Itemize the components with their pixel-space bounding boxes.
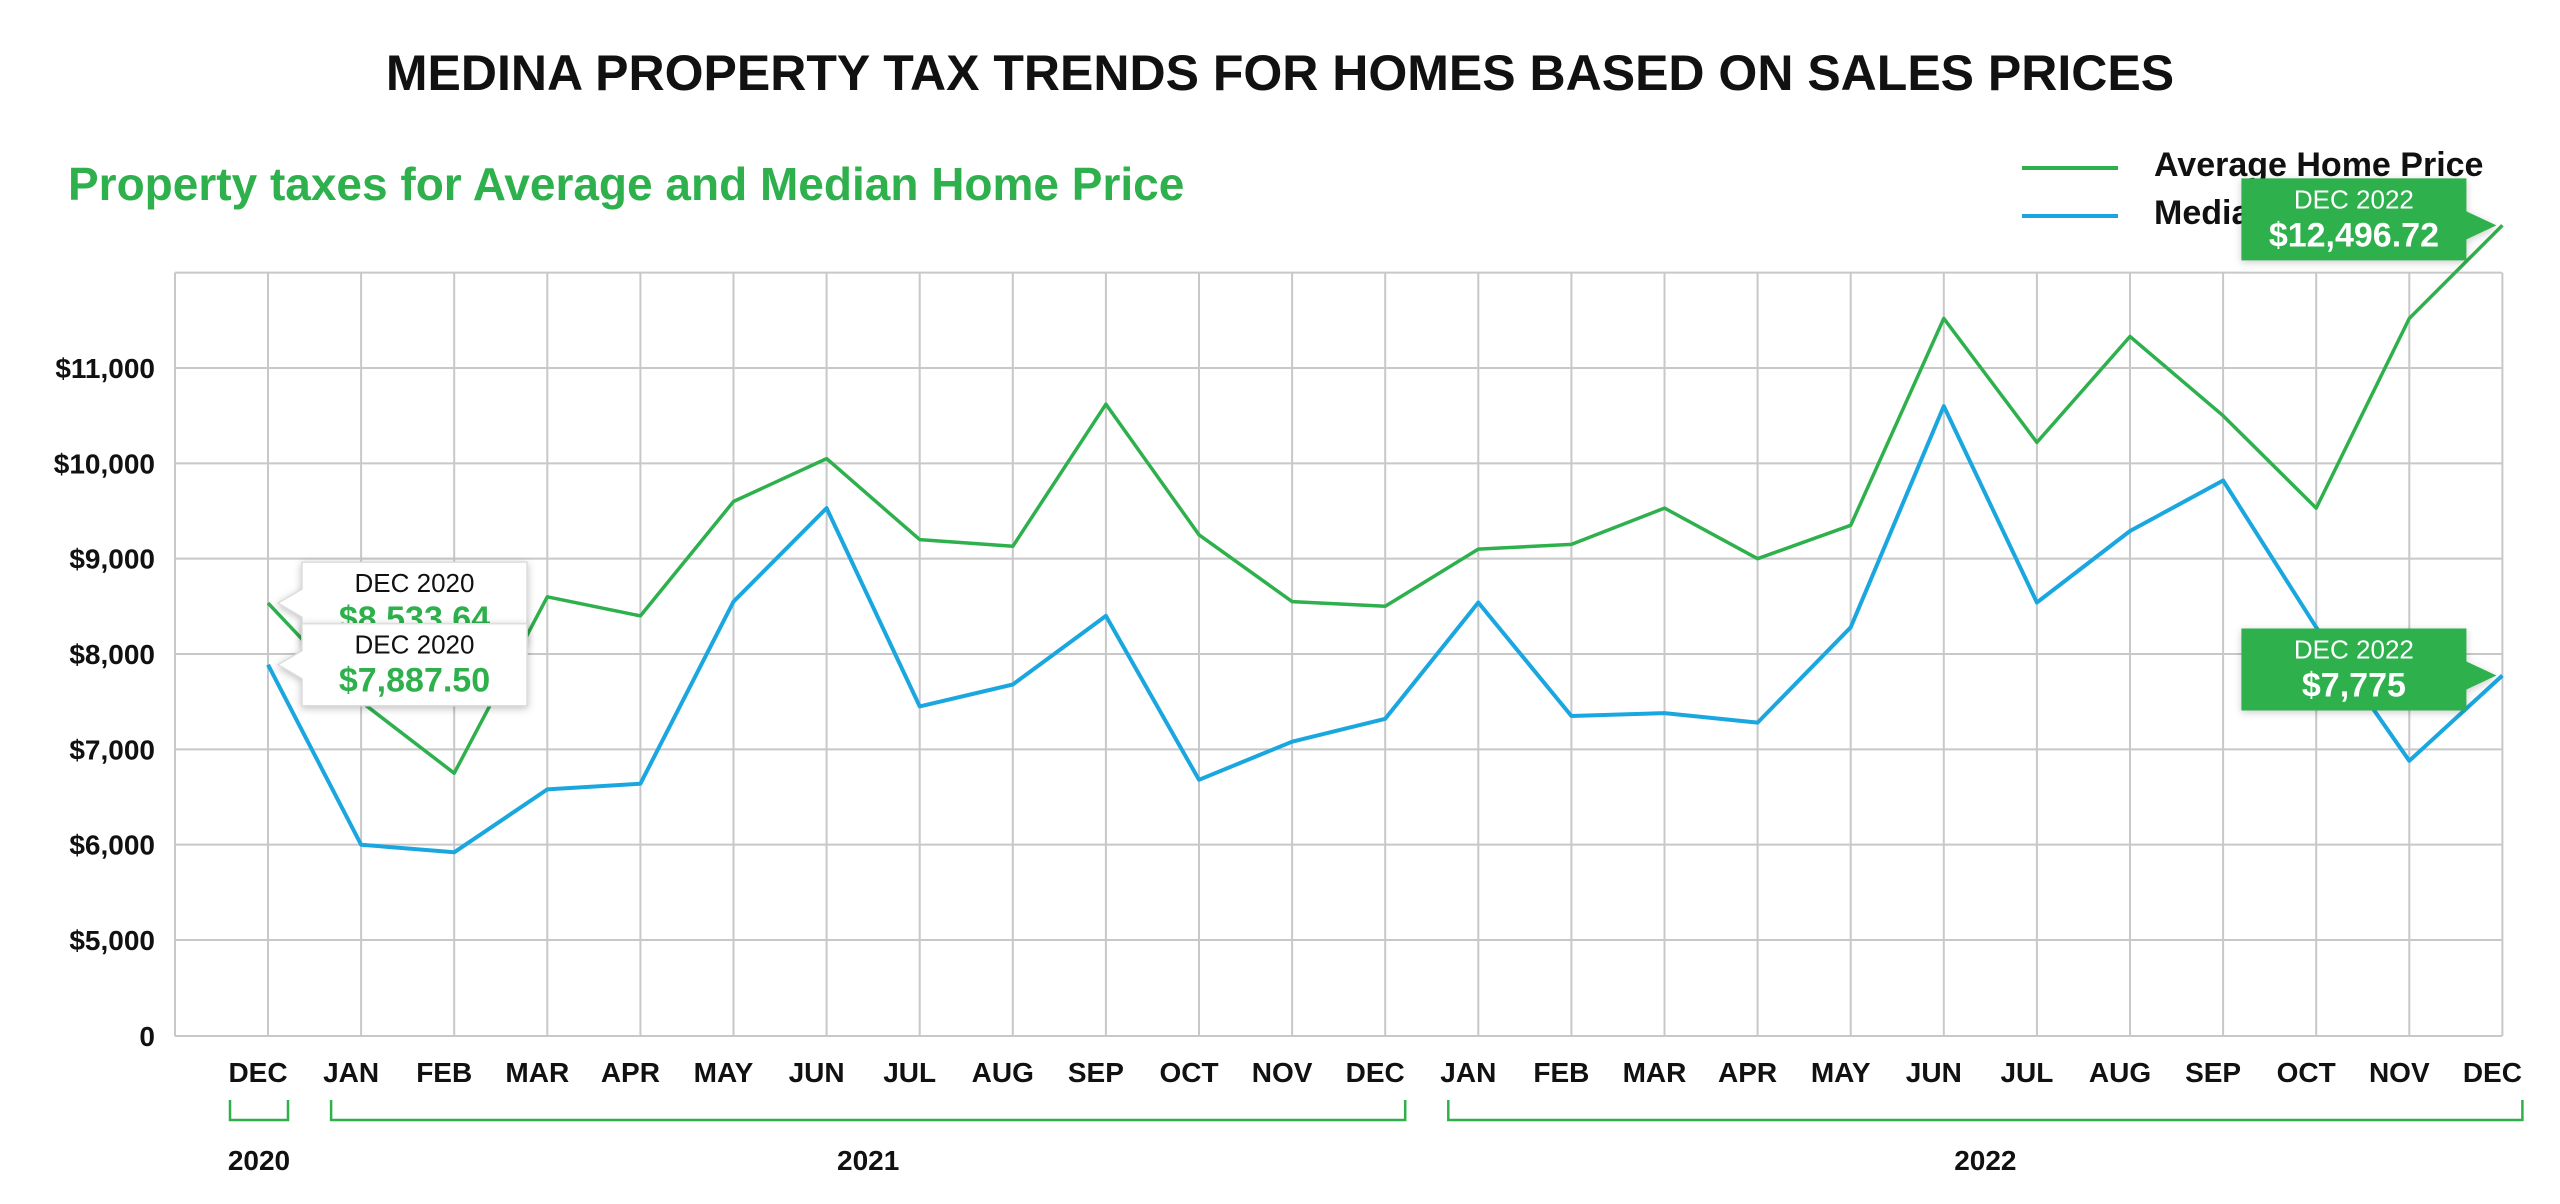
callout-end: DEC 2022$7,775 [2241, 628, 2497, 711]
y-tick-label: $6,000 [69, 830, 155, 861]
callout-date: DEC 2020 [355, 630, 475, 660]
x-tick-label: OCT [2277, 1057, 2336, 1088]
callout-box [2241, 628, 2497, 711]
x-tick-label: DEC [228, 1057, 287, 1088]
x-tick-label: NOV [1252, 1057, 1313, 1088]
callout-value: $7,775 [2302, 666, 2406, 704]
x-tick-label: JUL [883, 1057, 936, 1088]
chart-title: MEDINA PROPERTY TAX TRENDS FOR HOMES BAS… [386, 45, 2174, 101]
x-tick-label: JUL [2000, 1057, 2053, 1088]
x-tick-label: AUG [2089, 1057, 2151, 1088]
x-tick-label: MAY [694, 1057, 754, 1088]
series-line-average [266, 224, 2504, 775]
y-tick-label: $11,000 [55, 353, 155, 384]
year-label: 2021 [837, 1145, 899, 1176]
x-tick-label: SEP [1068, 1057, 1124, 1088]
x-tick-label: MAR [505, 1057, 569, 1088]
callout-date: DEC 2022 [2294, 634, 2414, 664]
x-tick-label: AUG [972, 1057, 1034, 1088]
year-bracket [1447, 1100, 2524, 1122]
x-tick-label: MAY [1811, 1057, 1871, 1088]
x-tick-label: JUN [1906, 1057, 1962, 1088]
x-tick-label: JAN [1440, 1057, 1496, 1088]
x-tick-label: APR [1718, 1057, 1777, 1088]
y-tick-label: $5,000 [69, 925, 155, 956]
x-tick-label: SEP [2185, 1057, 2241, 1088]
callout-box [2241, 178, 2497, 261]
callout-date: DEC 2022 [2294, 184, 2414, 214]
x-tick-label: JUN [789, 1057, 845, 1088]
year-label: 2020 [228, 1145, 290, 1176]
chart-subtitle: Property taxes for Average and Median Ho… [68, 158, 1184, 210]
y-tick-label: $10,000 [54, 448, 155, 479]
x-tick-label: DEC [2463, 1057, 2522, 1088]
legend-label-average: Average Home Price [2154, 146, 2483, 184]
callout-start: DEC 2020$7,887.50 [276, 622, 528, 707]
callout-value: $7,887.50 [339, 662, 490, 700]
y-tick-label: $9,000 [69, 544, 155, 575]
x-tick-label: OCT [1159, 1057, 1218, 1088]
callout-value: $12,496.72 [2269, 216, 2439, 254]
callout-end: DEC 2022$12,496.72 [2241, 178, 2497, 261]
year-label: 2022 [1954, 1145, 2016, 1176]
y-tick-label: $7,000 [69, 734, 155, 765]
callout-date: DEC 2020 [355, 568, 475, 598]
y-tick-label: 0 [139, 1021, 155, 1052]
x-tick-label: MAR [1623, 1057, 1687, 1088]
x-tick-label: DEC [1346, 1057, 1405, 1088]
x-tick-label: FEB [416, 1057, 472, 1088]
callout-box [276, 622, 528, 707]
x-tick-label: NOV [2369, 1057, 2430, 1088]
x-tick-label: APR [601, 1057, 660, 1088]
series-line-median [266, 404, 2504, 855]
x-tick-label: JAN [323, 1057, 379, 1088]
x-tick-label: FEB [1533, 1057, 1589, 1088]
plot-area: 0 $5,000 $6,000 $7,000 $8,000 $9,000 $10,000 $1… [54, 178, 2524, 1176]
y-tick-label: $8,000 [69, 639, 155, 670]
year-bracket [228, 1100, 290, 1122]
year-bracket [329, 1100, 1407, 1122]
